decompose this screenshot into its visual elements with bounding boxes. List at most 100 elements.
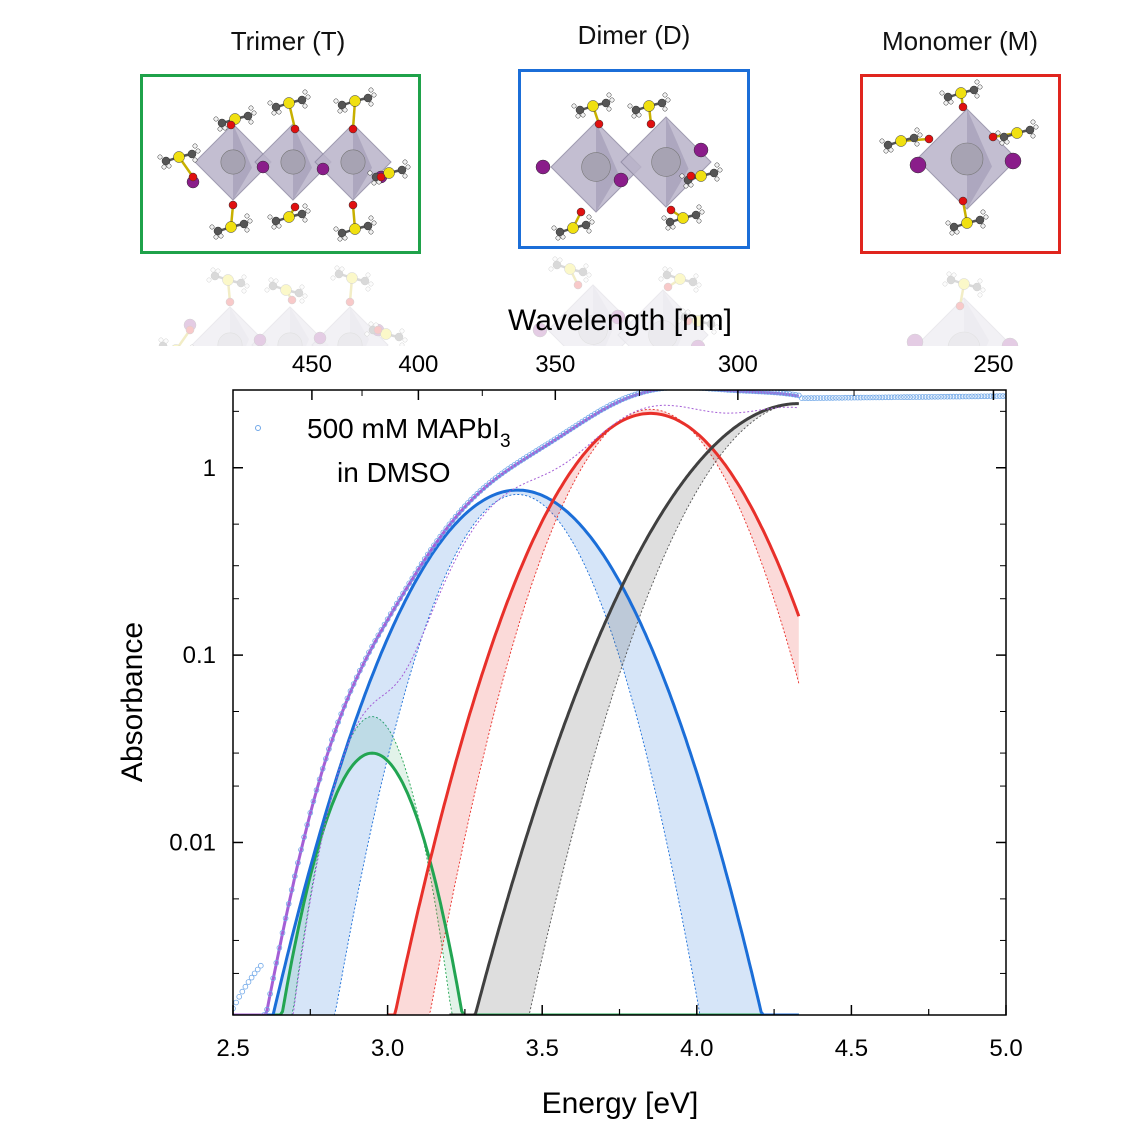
hydrogen-atom bbox=[195, 148, 201, 154]
data-point bbox=[817, 395, 824, 401]
data-point bbox=[282, 915, 289, 922]
hydrogen-atom bbox=[954, 229, 960, 235]
iodine-atom bbox=[906, 333, 924, 346]
data-point bbox=[316, 776, 323, 783]
methyl-carbon bbox=[631, 105, 641, 115]
data-point bbox=[894, 394, 901, 401]
bond bbox=[373, 328, 387, 336]
oxygen-atom bbox=[290, 124, 300, 134]
monomer-structure-image bbox=[860, 74, 1061, 254]
data-point bbox=[440, 529, 447, 536]
data-point bbox=[996, 393, 1003, 399]
methyl-carbon bbox=[161, 156, 171, 166]
data-point bbox=[424, 551, 431, 558]
hydrogen-atom bbox=[368, 281, 374, 287]
data-point bbox=[604, 403, 610, 410]
bond bbox=[285, 288, 299, 295]
hydrogen-atom bbox=[977, 292, 983, 298]
hydrogen-atom bbox=[943, 100, 949, 106]
data-point bbox=[530, 450, 536, 456]
data-point bbox=[415, 565, 422, 572]
sulfur-atom bbox=[643, 100, 655, 112]
octahedron-face bbox=[290, 307, 309, 346]
data-point bbox=[836, 394, 842, 401]
hydrogen-atom bbox=[299, 298, 305, 304]
oxygen-atom bbox=[683, 316, 693, 326]
methyl-carbon bbox=[946, 275, 956, 285]
data-point bbox=[254, 966, 261, 973]
methyl-carbon bbox=[271, 102, 281, 112]
data-point bbox=[248, 974, 255, 981]
data-point bbox=[854, 394, 861, 401]
data-point bbox=[341, 703, 348, 709]
hydrogen-atom bbox=[368, 229, 374, 235]
data-point bbox=[313, 787, 320, 793]
data-point bbox=[291, 873, 298, 879]
hydrogen-atom bbox=[552, 256, 558, 262]
band-edge-3 bbox=[449, 403, 799, 1015]
data-point bbox=[765, 390, 771, 395]
data-point bbox=[307, 809, 314, 816]
pbi-octahedron bbox=[547, 284, 639, 346]
oxygen-atom bbox=[576, 207, 586, 217]
fit-sum-lower bbox=[233, 404, 799, 1015]
data-point bbox=[452, 513, 459, 520]
hydrogen-atom bbox=[575, 113, 581, 119]
methyl-carbon bbox=[271, 216, 281, 226]
band-area-2 bbox=[387, 409, 799, 1015]
hydrogen-atom bbox=[917, 132, 923, 138]
bond bbox=[227, 278, 241, 285]
data-point bbox=[335, 719, 341, 725]
sulfur-atom bbox=[895, 135, 907, 147]
pb-atom bbox=[581, 152, 611, 182]
hydrogen-atom bbox=[683, 183, 689, 189]
hydrogen-atom bbox=[696, 218, 702, 224]
data-point bbox=[795, 392, 802, 399]
data-point bbox=[981, 393, 988, 400]
data-point bbox=[907, 394, 913, 400]
oxygen-atom bbox=[188, 172, 198, 182]
hydrogen-atom bbox=[368, 215, 374, 221]
hydrogen-atom bbox=[557, 257, 563, 263]
hydrogen-atom bbox=[210, 267, 216, 273]
bond bbox=[667, 277, 681, 289]
data-point bbox=[891, 394, 898, 401]
data-point bbox=[295, 859, 301, 866]
data-point bbox=[607, 402, 613, 408]
data-point bbox=[811, 395, 818, 401]
hydrogen-atom bbox=[879, 138, 885, 144]
sulfur-atom bbox=[674, 273, 686, 285]
oxygen-atom bbox=[666, 205, 676, 215]
legend-label-main: 500 mM MAPbI bbox=[307, 413, 500, 444]
pb-atom bbox=[950, 142, 984, 176]
hydrogen-atom bbox=[980, 287, 986, 293]
hydrogen-atom bbox=[267, 214, 273, 220]
bond bbox=[351, 276, 365, 283]
data-point bbox=[412, 570, 419, 577]
oxygen-atom bbox=[924, 134, 934, 144]
hydrogen-atom bbox=[189, 344, 195, 346]
chart-data-points-layer bbox=[233, 390, 1006, 1015]
hydrogen-atom bbox=[714, 176, 720, 182]
data-point bbox=[443, 525, 450, 532]
hydrogen-atom bbox=[951, 272, 957, 278]
data-point bbox=[344, 695, 351, 702]
data-point bbox=[680, 390, 683, 391]
oxygen-atom bbox=[988, 132, 998, 142]
trimer-structure-image bbox=[140, 74, 421, 254]
data-point bbox=[870, 394, 876, 401]
hydrogen-atom bbox=[670, 224, 676, 230]
hydrogen-atom bbox=[271, 224, 277, 230]
hydrogen-atom bbox=[264, 287, 270, 293]
legend: 500 mM MAPbI3 in DMSO bbox=[255, 413, 511, 488]
data-point bbox=[823, 395, 830, 401]
data-point bbox=[437, 533, 444, 540]
data-point bbox=[264, 1006, 270, 1013]
methyl-carbon bbox=[688, 277, 698, 287]
series-line-3 bbox=[449, 402, 799, 1015]
data-point bbox=[579, 418, 586, 425]
data-point bbox=[591, 411, 598, 417]
iodine-atom bbox=[909, 156, 927, 174]
data-point bbox=[381, 621, 388, 628]
hydrogen-atom bbox=[371, 180, 377, 186]
